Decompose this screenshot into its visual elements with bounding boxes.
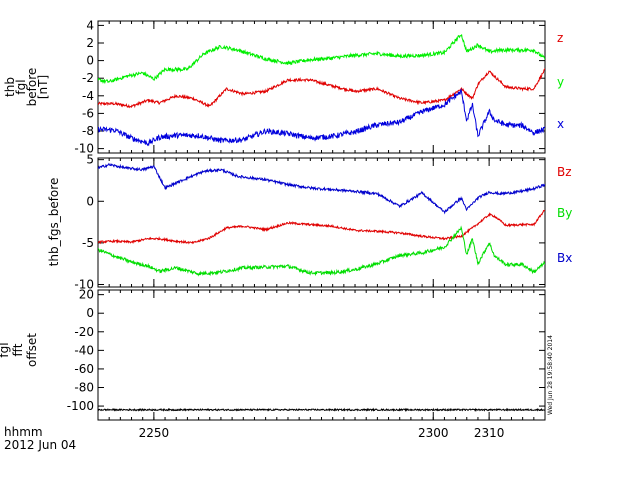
- y-tick-label: -4: [82, 89, 94, 103]
- y-tick-label: 4: [86, 18, 94, 32]
- series-line-bz: [98, 209, 545, 245]
- y-axis-label: thb: [3, 77, 17, 97]
- time-axis-label: hhmm: [4, 425, 43, 439]
- y-tick-label: -2: [82, 71, 94, 85]
- panel-frame: [97, 157, 546, 288]
- series-line-bx: [98, 162, 545, 215]
- panel-3: 20 0 -20 -40 -60 -80 -100 2250 2300 2310 fgl fft off…: [0, 288, 546, 440]
- y-tick-label: 20: [79, 288, 94, 302]
- date-axis-label: 2012 Jun 04: [4, 438, 76, 452]
- series-line-y: [98, 34, 545, 85]
- y-tick-label: 5: [86, 153, 94, 167]
- panel-frame: [97, 289, 546, 421]
- series-line-x: [98, 88, 545, 147]
- legend-entry-z: z: [557, 31, 563, 45]
- y-tick-label: -10: [74, 142, 94, 156]
- generation-timestamp: Wed Jun 28 19:58:40 2014: [547, 335, 554, 415]
- legend-entry-y: y: [557, 75, 564, 89]
- y-tick-label: -5: [82, 236, 94, 250]
- series-line-z: [98, 68, 545, 109]
- y-axis-label: fft: [11, 343, 25, 356]
- legend-entry-bz: Bz: [557, 165, 572, 179]
- y-tick-label: -8: [82, 124, 94, 138]
- y-tick-label: -10: [74, 278, 94, 292]
- legend-entry-bx: Bx: [557, 251, 572, 265]
- x-tick-label: 2250: [139, 426, 170, 440]
- x-tick-label: 2300: [418, 426, 449, 440]
- series-line-offset: [98, 407, 545, 412]
- y-tick-label: 0: [86, 194, 94, 208]
- y-tick-label: 0: [86, 306, 94, 320]
- y-axis-label: offset: [25, 333, 39, 367]
- legend-entry-x: x: [557, 117, 564, 131]
- y-tick-label: -100: [67, 399, 94, 413]
- y-axis-label: fgl: [0, 342, 11, 357]
- series-line-by: [98, 225, 545, 277]
- y-tick-label: -60: [74, 362, 94, 376]
- y-tick-label: -6: [82, 106, 94, 120]
- y-tick-label: -80: [74, 381, 94, 395]
- y-axis-label: thb_fgs_before: [47, 178, 61, 267]
- y-axis-label: fgl: [14, 79, 28, 94]
- y-axis-label: before: [25, 68, 39, 107]
- y-tick-label: 0: [86, 54, 94, 68]
- y-axis-label: [nT]: [36, 75, 50, 99]
- panel-2: 5 0 -5 -10 thb_fgs_before Bz By Bx: [47, 153, 572, 292]
- x-tick-label: 2310: [474, 426, 505, 440]
- legend-entry-by: By: [557, 206, 572, 220]
- y-tick-label: 2: [86, 36, 94, 50]
- y-tick-label: -20: [74, 325, 94, 339]
- y-tick-label: -40: [74, 343, 94, 357]
